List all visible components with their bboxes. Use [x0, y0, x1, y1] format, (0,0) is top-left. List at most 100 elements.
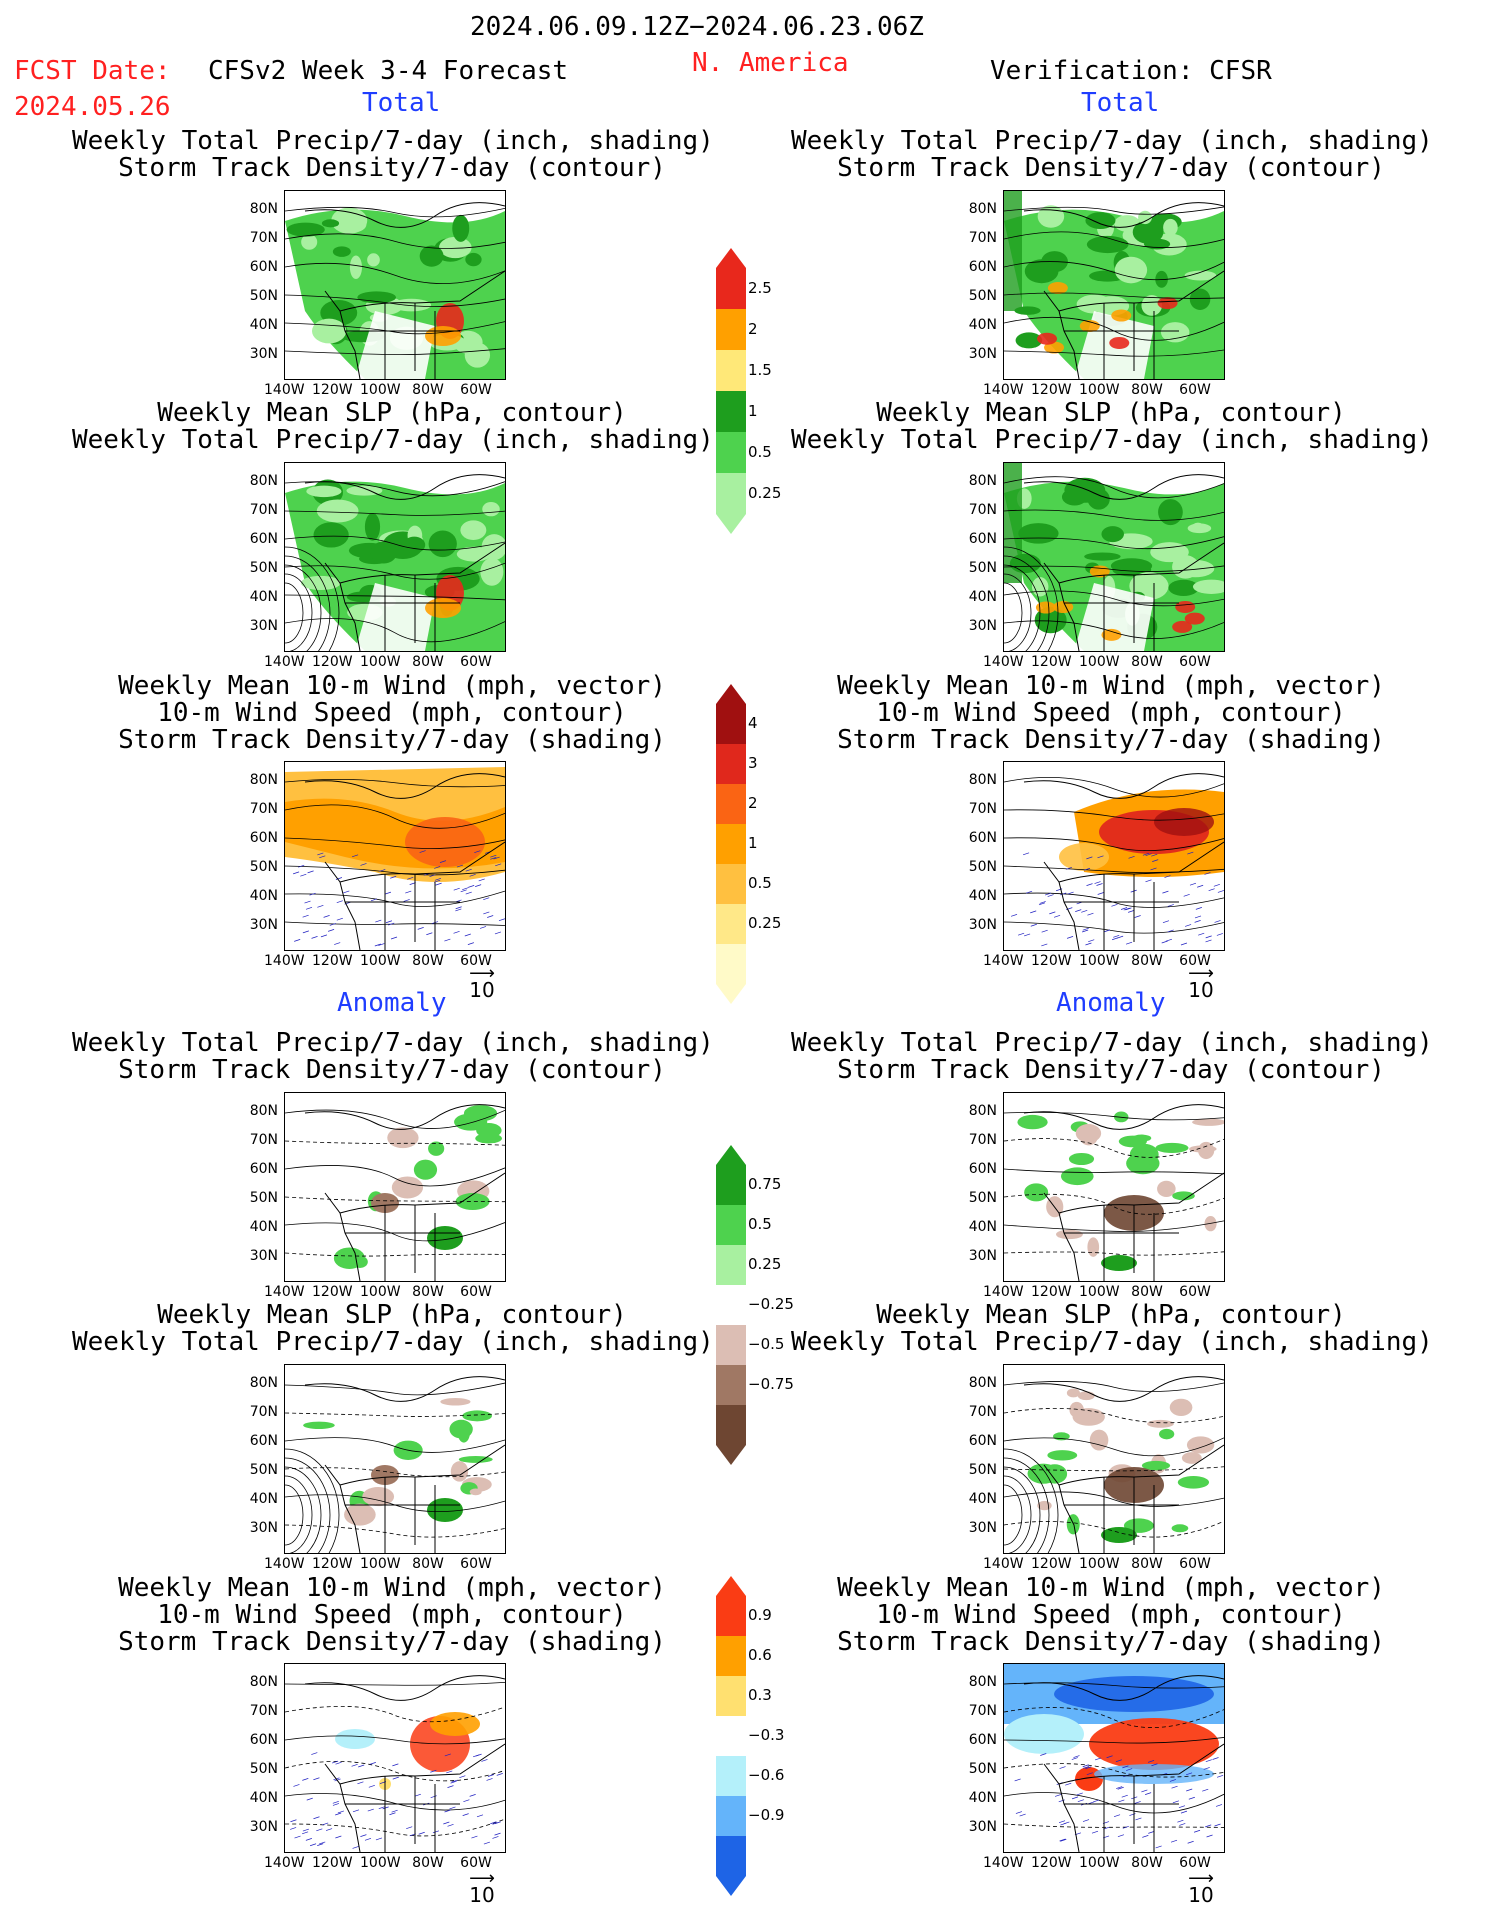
- colorbar-segment: [716, 904, 746, 944]
- anomaly-precip-cell: [1177, 1476, 1210, 1489]
- lon-tick-label: 80W: [412, 953, 444, 969]
- lat-tick-label: 40N: [249, 888, 278, 904]
- colorbar-tick-label: 1.5: [748, 361, 772, 379]
- map-panel-forecast-1: [284, 190, 506, 380]
- heavy-precip-cell: [1035, 601, 1056, 614]
- precip-cell: [1184, 270, 1217, 281]
- lon-tick-label: 100W: [1079, 953, 1120, 969]
- map-svg: [285, 463, 505, 651]
- colorbar-tick-label: −0.3: [748, 1726, 785, 1744]
- anomaly-precip-cell: [391, 1176, 424, 1199]
- map-svg: [285, 191, 505, 379]
- map-svg: [285, 1365, 505, 1553]
- colorbar-segment: [716, 1365, 746, 1405]
- lat-tick-label: 60N: [968, 1161, 997, 1177]
- lon-tick-label: 100W: [360, 1556, 401, 1572]
- precip-cell: [482, 502, 500, 517]
- lon-tick-label: 100W: [1079, 1556, 1120, 1572]
- lat-tick-label: 60N: [968, 1433, 997, 1449]
- anomaly-precip-cell: [387, 1127, 419, 1149]
- lat-tick-label: 40N: [249, 1491, 278, 1507]
- colorbar-tick-label: 0.25: [748, 484, 782, 502]
- precip-cell: [1085, 212, 1116, 229]
- colorbar-tick-label: 1: [748, 402, 758, 420]
- lat-tick-label: 40N: [968, 317, 997, 333]
- map-panel-forecast-4: [284, 1092, 506, 1282]
- coastline-layer: [1023, 773, 1224, 950]
- lon-tick-label: 140W: [983, 382, 1024, 398]
- lon-tick-label: 60W: [1179, 1855, 1211, 1871]
- colorbar-storm_total: [716, 684, 746, 1008]
- colorbar-segment: [716, 350, 746, 391]
- lon-tick-label: 60W: [460, 1556, 492, 1572]
- precip-cell: [332, 246, 351, 257]
- lon-tick-label: 140W: [983, 1855, 1024, 1871]
- anomaly-precip-cell: [428, 1141, 445, 1156]
- contour-layer: [285, 1109, 505, 1257]
- coastline-layer: [304, 1675, 505, 1852]
- precip-cell: [1114, 256, 1148, 284]
- lat-tick-label: 50N: [249, 560, 278, 576]
- lat-tick-label: 60N: [249, 1732, 278, 1748]
- vector-reference: ⟶ 10: [462, 1870, 502, 1906]
- anomaly-precip-cell: [1089, 1429, 1109, 1451]
- lon-tick-label: 80W: [412, 654, 444, 670]
- precip-cell: [1064, 477, 1106, 503]
- shading-layer: [1004, 1365, 1224, 1553]
- dry-anomaly-cell: [371, 1465, 399, 1485]
- contour-layer: [1004, 206, 1224, 357]
- lon-tick-label: 80W: [1131, 953, 1163, 969]
- panel-title-line: Weekly Mean 10-m Wind (mph, vector): [837, 1573, 1385, 1603]
- wet-anomaly-cell: [427, 1498, 463, 1522]
- colorbar-segment: [716, 1756, 746, 1796]
- colorbar-segment: [716, 1205, 746, 1245]
- lat-tick-label: 60N: [249, 1433, 278, 1449]
- anomaly-precip-cell: [1060, 1167, 1094, 1186]
- anomaly-precip-cell: [413, 1159, 438, 1180]
- colorbar-segment: [716, 1636, 746, 1676]
- panel-title-line: Weekly Total Precip/7-day (inch, shading…: [791, 1028, 1433, 1058]
- heavy-precip-cell: [1172, 620, 1193, 633]
- lat-tick-label: 70N: [249, 1132, 278, 1148]
- colorbar-segment: [716, 473, 746, 534]
- colorbar-segment: [716, 1405, 746, 1465]
- coastline-layer: [1023, 202, 1224, 379]
- lat-tick-label: 30N: [968, 917, 997, 933]
- storm-anom-cell: [335, 1729, 375, 1749]
- wind-vector-layer: [1010, 851, 1224, 947]
- lat-tick-label: 30N: [249, 917, 278, 933]
- lon-tick-label: 100W: [1079, 1855, 1120, 1871]
- precip-cell: [452, 214, 470, 242]
- lon-tick-label: 120W: [1031, 953, 1072, 969]
- precip-cell: [1037, 205, 1065, 228]
- lon-tick-label: 60W: [460, 654, 492, 670]
- colorbar-segment: [716, 1245, 746, 1285]
- precip-cell: [1163, 218, 1178, 237]
- lon-tick-label: 100W: [360, 654, 401, 670]
- anomaly-precip-cell: [1068, 1152, 1095, 1166]
- panel-title-line: Weekly Mean SLP (hPa, contour): [876, 1300, 1346, 1330]
- colorbar-segment: [716, 1836, 746, 1896]
- colorbar-svg: [716, 1145, 746, 1465]
- lon-tick-label: 80W: [412, 1855, 444, 1871]
- panel-title-line: Storm Track Density/7-day (shading): [837, 725, 1385, 755]
- lat-tick-label: 50N: [968, 1190, 997, 1206]
- lat-tick-label: 70N: [968, 1132, 997, 1148]
- panel-title-line: 10-m Wind Speed (mph, contour): [876, 698, 1346, 728]
- map-panel-cfsr-5: [1003, 1364, 1225, 1554]
- map-panel-forecast-3: [284, 761, 506, 951]
- lat-tick-label: 30N: [968, 346, 997, 362]
- lat-tick-label: 80N: [249, 1674, 278, 1690]
- precip-cell: [313, 522, 349, 548]
- precip-cell: [1015, 332, 1043, 349]
- lat-tick-label: 70N: [968, 1404, 997, 1420]
- panel-title-line: Weekly Total Precip/7-day (inch, shading…: [791, 1327, 1433, 1357]
- map-svg: [1004, 762, 1224, 950]
- colorbar-segment: [716, 864, 746, 904]
- precip-cell: [1168, 579, 1199, 597]
- map-panel-forecast-5: [284, 1364, 506, 1554]
- anomaly-precip-cell: [1171, 1524, 1189, 1533]
- shading-layer: [285, 1664, 505, 1852]
- dry-anomaly-cell: [371, 1193, 399, 1213]
- precip-cell: [370, 541, 398, 564]
